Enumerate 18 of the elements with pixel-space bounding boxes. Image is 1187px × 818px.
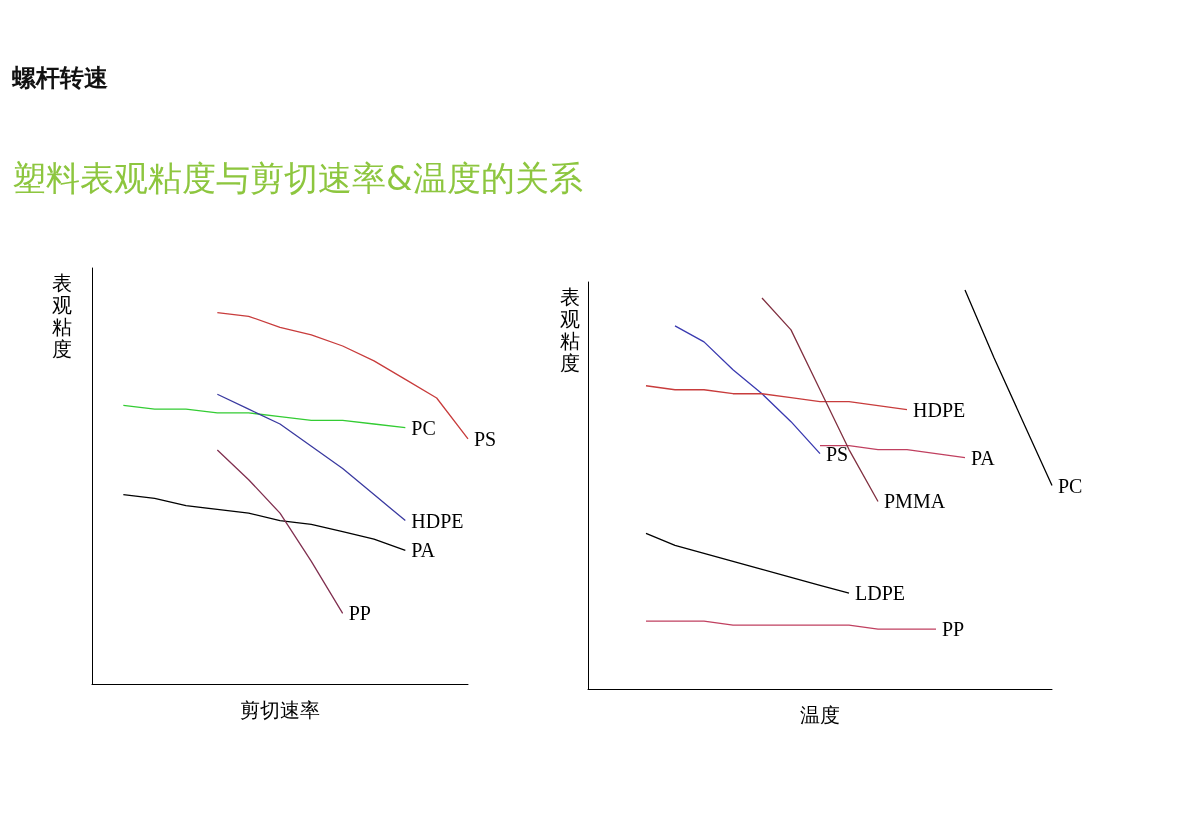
chart-subtitle: 塑料表观粘度与剪切速率&温度的关系 xyxy=(12,157,583,200)
series-label: HDPE xyxy=(411,509,464,532)
y-axis-title: 表观粘度 xyxy=(560,286,580,374)
series-label: PC xyxy=(1058,474,1083,497)
series-label: PP xyxy=(348,602,371,625)
series-label: LDPE xyxy=(855,582,905,605)
x-axis-title: 温度 xyxy=(800,704,840,726)
series-label: PMMA xyxy=(884,490,946,513)
chart-title: 螺杆转速 xyxy=(12,63,108,94)
series-label: PA xyxy=(411,539,436,562)
series-label: HDPE xyxy=(913,398,966,421)
series-label: PP xyxy=(942,618,965,641)
series-label: PA xyxy=(971,446,996,469)
series-label: PS xyxy=(474,427,497,450)
series-label: PC xyxy=(411,416,436,439)
series-label: PS xyxy=(826,442,849,465)
y-axis-title: 表观粘度 xyxy=(52,272,72,360)
x-axis-title: 剪切速率 xyxy=(240,699,320,721)
